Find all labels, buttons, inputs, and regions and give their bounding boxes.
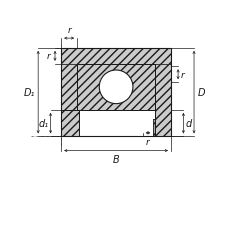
Text: d₁: d₁	[38, 119, 49, 128]
Polygon shape	[61, 65, 77, 110]
Circle shape	[99, 71, 132, 104]
Text: D: D	[197, 88, 204, 98]
Polygon shape	[61, 110, 79, 137]
Polygon shape	[153, 120, 154, 137]
Text: r: r	[67, 26, 71, 35]
Text: r: r	[145, 138, 149, 147]
Polygon shape	[154, 65, 170, 137]
Text: r: r	[180, 71, 184, 79]
Polygon shape	[77, 65, 154, 110]
Text: d: d	[184, 119, 191, 128]
Text: r: r	[47, 52, 50, 61]
Polygon shape	[61, 49, 170, 65]
Text: B: B	[112, 154, 119, 164]
Text: D₁: D₁	[23, 88, 35, 98]
